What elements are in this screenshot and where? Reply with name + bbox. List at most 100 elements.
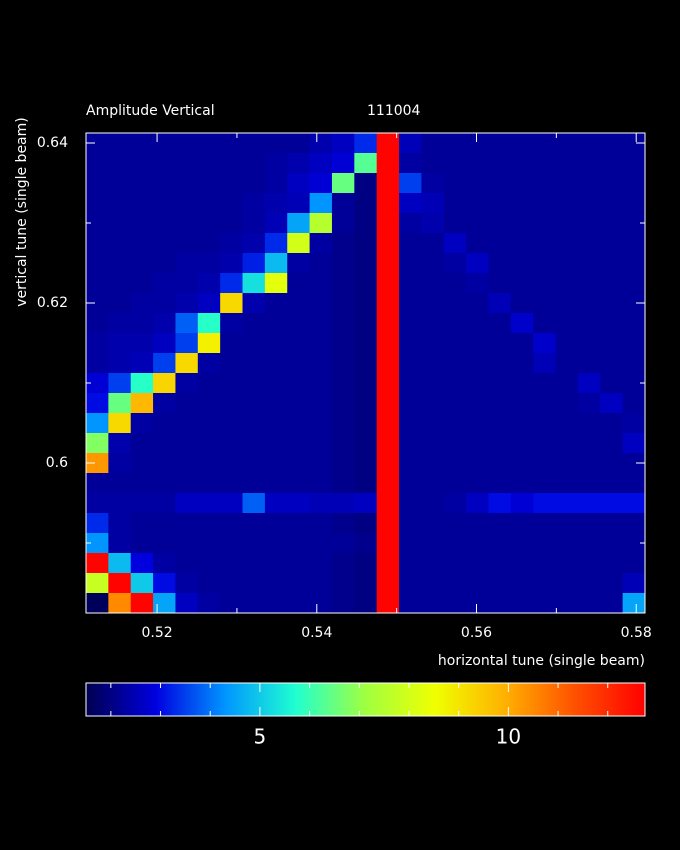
heatmap-cell [622, 193, 646, 214]
heatmap-cell [421, 233, 445, 254]
heatmap-cell [309, 373, 333, 394]
heatmap-cell [443, 593, 467, 614]
heatmap-cell [175, 493, 199, 514]
heatmap-cell [577, 433, 601, 454]
heatmap-cell [376, 253, 400, 274]
heatmap-cell [331, 273, 355, 294]
heatmap-cell [264, 493, 288, 514]
chart-subtitle: 111004 [367, 103, 421, 119]
heatmap-cell [533, 173, 556, 194]
y-tick-label: 0.64 [37, 135, 68, 151]
heatmap-cell [264, 393, 288, 414]
heatmap-cell [220, 193, 243, 214]
heatmap-cell [331, 493, 355, 514]
heatmap-cell [555, 573, 579, 594]
heatmap-cell [533, 253, 556, 274]
heatmap-cell [108, 333, 132, 354]
heatmap-cell [175, 233, 199, 254]
heatmap-cell [354, 473, 378, 494]
heatmap-cell [555, 193, 579, 214]
heatmap-cell [399, 513, 422, 534]
heatmap-cell [309, 213, 333, 234]
heatmap-cell [376, 233, 400, 254]
heatmap-cell [354, 553, 378, 574]
heatmap-cell [197, 213, 221, 234]
heatmap-cell [108, 173, 132, 194]
heatmap-cell [555, 273, 579, 294]
heatmap-cell [264, 193, 288, 214]
heatmap-cell [242, 273, 266, 294]
heatmap-cell [108, 313, 132, 334]
heatmap-cell [264, 253, 288, 274]
heatmap-cell [443, 473, 467, 494]
heatmap-cell [421, 133, 445, 154]
heatmap-cell [220, 433, 243, 454]
heatmap-cell [510, 273, 534, 294]
heatmap-cell [399, 333, 422, 354]
heatmap-cell [622, 213, 646, 234]
heatmap-cell [309, 393, 333, 414]
heatmap-cell [86, 213, 109, 234]
heatmap-cell [153, 133, 176, 154]
heatmap-cell [488, 153, 512, 174]
heatmap-cell [466, 553, 489, 574]
heatmap-cell [197, 393, 221, 414]
heatmap-cell [331, 153, 355, 174]
heatmap-cell [399, 273, 422, 294]
heatmap-cell [399, 373, 422, 394]
heatmap-cell [108, 373, 132, 394]
heatmap-cell [264, 213, 288, 234]
heatmap-cell [130, 533, 154, 554]
heatmap-cell [622, 593, 646, 614]
heatmap-cell [443, 353, 467, 374]
heatmap-cell [443, 233, 467, 254]
heatmap-cell [153, 273, 176, 294]
heatmap-cell [399, 353, 422, 374]
heatmap-cell [555, 333, 579, 354]
heatmap-cell [533, 373, 556, 394]
heatmap-cell [153, 253, 176, 274]
heatmap-cell [376, 373, 400, 394]
heatmap-cell [466, 153, 489, 174]
colorbar-tick-label: 5 [254, 725, 267, 749]
heatmap-cell [600, 433, 624, 454]
heatmap-cell [622, 333, 646, 354]
heatmap-cell [600, 193, 624, 214]
heatmap-cell [443, 553, 467, 574]
y-tick-label: 0.62 [37, 295, 68, 311]
heatmap-cell [443, 173, 467, 194]
heatmap-cell [466, 173, 489, 194]
heatmap-cell [331, 253, 355, 274]
heatmap-cell [533, 313, 556, 334]
heatmap-cell [309, 593, 333, 614]
heatmap-cell [488, 473, 512, 494]
heatmap-cell [555, 453, 579, 474]
x-tick-label: 0.54 [301, 625, 332, 641]
heatmap-cell [108, 293, 132, 314]
heatmap-cell [287, 473, 310, 494]
heatmap-cell [399, 173, 422, 194]
heatmap-cell [264, 293, 288, 314]
heatmap-cell [108, 513, 132, 534]
heatmap-cell [577, 553, 601, 574]
heatmap-cell [488, 493, 512, 514]
heatmap-cell [153, 193, 176, 214]
heatmap-cell [175, 133, 199, 154]
heatmap-cell [510, 293, 534, 314]
heatmap-cell [354, 513, 378, 534]
heatmap-cell [622, 153, 646, 174]
heatmap-cell [466, 513, 489, 534]
heatmap-cell [443, 373, 467, 394]
heatmap-cell [331, 333, 355, 354]
heatmap-cell [533, 453, 556, 474]
heatmap-cell [399, 133, 422, 154]
heatmap-cell [488, 353, 512, 374]
heatmap-cell [86, 473, 109, 494]
heatmap-cell [354, 493, 378, 514]
heatmap-cell [399, 493, 422, 514]
heatmap-cell [354, 333, 378, 354]
heatmap-cell [175, 513, 199, 534]
heatmap-cell [264, 533, 288, 554]
heatmap-cell [421, 313, 445, 334]
